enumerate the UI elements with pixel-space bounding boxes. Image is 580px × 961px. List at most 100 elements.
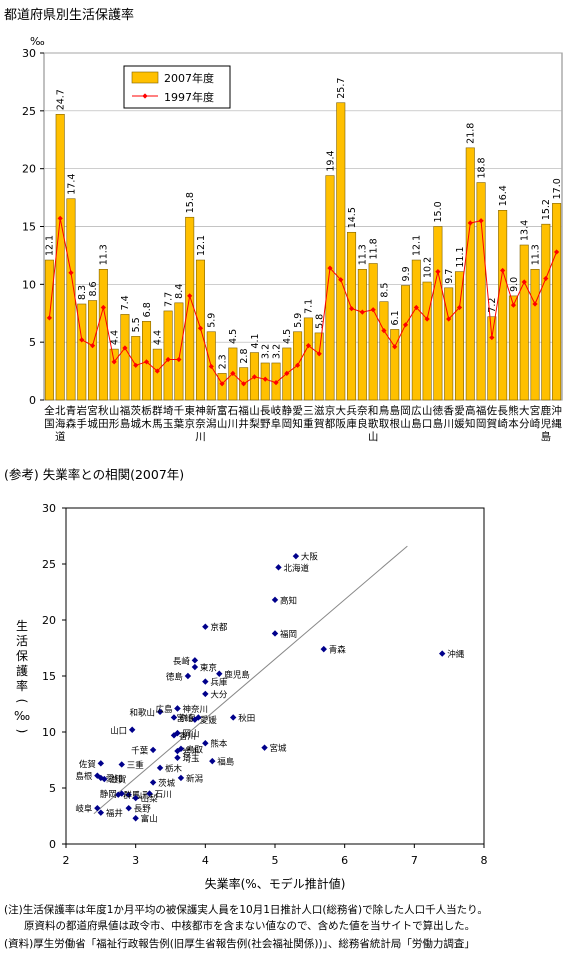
category-label-char: 歌 <box>368 417 379 430</box>
bar <box>541 223 551 401</box>
y-axis-label-char: 生 <box>16 619 28 633</box>
y-tick-label: 5 <box>49 782 56 795</box>
category-label-char: 島 <box>411 417 422 430</box>
y-axis-label-char: ( <box>15 699 29 704</box>
line-marker <box>348 306 355 312</box>
category-label-char: 知 <box>292 417 303 430</box>
bar <box>454 271 464 401</box>
category-label-char: 鳥 <box>379 404 390 417</box>
bar <box>552 203 562 401</box>
scatter-point <box>149 779 157 786</box>
bar <box>476 182 486 401</box>
bar-value-label: 15.2 <box>541 199 552 220</box>
category-label-char: 三 <box>303 405 314 417</box>
line-marker <box>284 370 290 376</box>
x-tick-label: 3 <box>132 854 139 867</box>
category-label-char: 奈 <box>195 417 206 430</box>
line-marker <box>456 304 463 311</box>
bar-value-label: 4.5 <box>228 329 239 344</box>
y-tick-label: 10 <box>42 726 56 739</box>
line-marker <box>262 376 268 382</box>
bar <box>357 268 367 401</box>
y-tick-label: 5 <box>29 336 36 349</box>
scatter-point-label: 鹿児島 <box>224 669 250 680</box>
bar <box>498 210 508 401</box>
bar <box>303 317 313 401</box>
category-label-char: 島 <box>541 430 552 443</box>
bar-value-label: 14.5 <box>347 207 358 228</box>
line-marker <box>489 334 495 341</box>
scatter-point-label: 山梨 <box>141 794 159 805</box>
bar-value-label: 3.2 <box>271 344 282 359</box>
scatter-point <box>320 645 327 653</box>
line-marker <box>478 218 484 224</box>
scatter-point-label: 奈良 <box>179 713 197 724</box>
category-label-char: 媛 <box>454 417 465 430</box>
line-marker <box>57 215 63 222</box>
category-label-char: 神 <box>195 404 206 417</box>
bar-line-chart: 0 5 10 15 20 25 30‰ 12.1 24.7 17.4 8.3 8.6 11.3 4.4 7.… <box>22 35 563 443</box>
line-marker <box>100 304 106 311</box>
bar <box>77 303 87 401</box>
category-label-char: 形 <box>109 418 120 430</box>
category-label-char: 青 <box>66 404 77 417</box>
bar <box>519 244 529 401</box>
scatter-point <box>191 716 199 723</box>
category-label-char: 口 <box>422 418 433 430</box>
category-label-char: 滋 <box>314 404 325 417</box>
line-marker <box>143 359 150 365</box>
bar-value-label: 11.8 <box>368 238 379 259</box>
bar <box>401 285 411 401</box>
category-label-char: 福 <box>238 404 249 417</box>
bar-value-label: 4.5 <box>282 329 293 344</box>
scatter-point-label: 岩手 <box>182 747 200 758</box>
bar-value-label: 21.8 <box>466 123 477 144</box>
bar-value-label: 7.2 <box>487 298 498 313</box>
x-tick-label: 8 <box>481 854 488 867</box>
scatter-point <box>97 809 105 816</box>
bar-value-label: 18.8 <box>476 157 487 178</box>
bar <box>131 336 141 401</box>
category-label-char: 根 <box>389 417 400 430</box>
bar-value-label: 12.1 <box>196 235 207 256</box>
category-label-char: 秋 <box>98 404 109 417</box>
line-marker <box>68 270 74 276</box>
bar-value-label: 2.8 <box>239 349 250 364</box>
bar-value-label: 15.8 <box>185 192 196 213</box>
category-label-char: 沖 <box>551 404 562 417</box>
scatter-point-label: 北海道 <box>283 563 309 574</box>
bar-value-label: 5.8 <box>315 314 326 329</box>
category-label-char: 城 <box>87 418 98 430</box>
category-label-char: 兵 <box>346 404 357 417</box>
bar-value-label: 5.9 <box>293 313 304 328</box>
category-label-char: 広 <box>411 404 422 417</box>
scatter-point-label: 沖縄 <box>447 649 465 660</box>
category-label-char: 崎 <box>530 417 541 430</box>
scatter-point-label: 徳島 <box>166 672 184 683</box>
category-label-char: 山 <box>368 431 379 443</box>
scatter-point-label: 熊本 <box>210 739 228 750</box>
scatter-point-label: 群馬 <box>123 790 140 801</box>
scatter-point-label: 兵庫 <box>210 677 228 688</box>
category-label-char: 森 <box>66 417 77 430</box>
scatter-point-label: 福島 <box>217 757 235 768</box>
bar-value-label: 6.8 <box>142 302 153 317</box>
category-label-char: 大 <box>336 404 347 417</box>
category-label-char: 手 <box>77 417 88 430</box>
category-label-char: 取 <box>379 418 390 430</box>
category-label-char: 野 <box>260 418 271 430</box>
bar <box>120 314 130 401</box>
bar-value-label: 8.4 <box>174 284 185 299</box>
scatter-point-label: 山形 <box>134 790 152 801</box>
category-label-char: 全 <box>44 404 55 417</box>
scatter-point <box>146 790 153 797</box>
scatter-point-label: 大分 <box>210 689 228 700</box>
trend-line <box>93 545 408 815</box>
category-label-char: 国 <box>44 418 55 430</box>
category-label-char: 山 <box>217 418 228 430</box>
x-tick-label: 2 <box>63 854 70 867</box>
category-label-char: 佐 <box>487 404 498 417</box>
scatter-point-label: 千葉 <box>131 745 149 756</box>
scatter-point-label: 和歌山 <box>130 707 156 718</box>
bar <box>174 302 184 401</box>
